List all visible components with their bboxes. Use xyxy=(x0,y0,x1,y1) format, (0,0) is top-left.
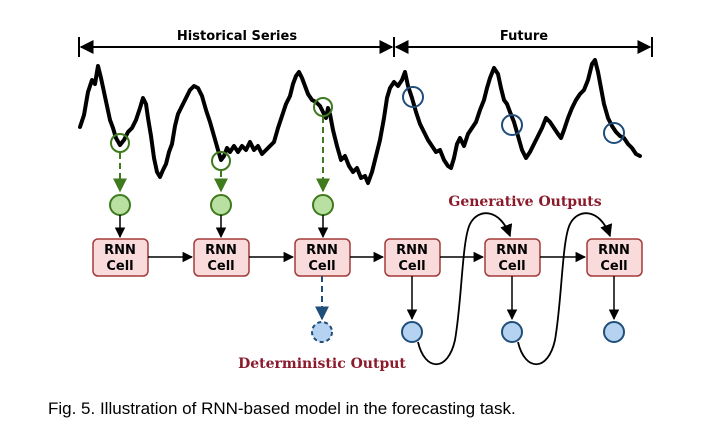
rnn-cell-line2: Cell xyxy=(398,259,425,274)
rnn-cell: RNN Cell xyxy=(384,238,441,277)
rnn-cell-line2: Cell xyxy=(308,259,335,274)
input-node xyxy=(312,194,334,216)
deterministic-output-node xyxy=(311,321,333,343)
rnn-cell: RNN Cell xyxy=(92,238,149,277)
input-nodes xyxy=(109,194,334,216)
history-sample-points xyxy=(110,97,333,171)
rnn-cell: RNN Cell xyxy=(484,238,541,277)
rnn-cell-line1: RNN xyxy=(496,243,528,258)
time-series-curve xyxy=(78,58,642,185)
rnn-cell-line1: RNN xyxy=(598,243,630,258)
rnn-cell: RNN Cell xyxy=(586,238,643,277)
input-node xyxy=(210,194,232,216)
feedback-loops xyxy=(417,212,613,366)
rnn-cell-line1: RNN xyxy=(205,243,237,258)
rnn-cell: RNN Cell xyxy=(193,238,250,277)
rnn-cell: RNN Cell xyxy=(294,238,351,277)
historical-bracket: Historical Series xyxy=(78,25,395,57)
deterministic-output-label: Deterministic Output xyxy=(238,356,406,372)
rnn-cell-line2: Cell xyxy=(600,259,627,274)
rnn-cell-line2: Cell xyxy=(207,259,234,274)
historical-series-label: Historical Series xyxy=(177,29,297,44)
generative-output-node xyxy=(401,321,423,343)
generative-outputs-label: Generative Outputs xyxy=(448,194,601,210)
generative-output-node xyxy=(603,321,625,343)
input-node xyxy=(109,194,131,216)
future-target-points xyxy=(402,86,625,144)
generative-arrows xyxy=(406,276,620,321)
generative-output-nodes xyxy=(401,321,625,343)
rnn-cell-line2: Cell xyxy=(498,259,525,274)
input-to-cell-arrows xyxy=(114,215,329,239)
rnn-cell-line1: RNN xyxy=(306,243,338,258)
rnn-cell-line2: Cell xyxy=(106,259,133,274)
rnn-cell-line1: RNN xyxy=(104,243,136,258)
future-label: Future xyxy=(500,29,548,44)
input-dashed-arrows xyxy=(113,117,330,193)
future-bracket: Future xyxy=(394,25,653,57)
generative-output-node xyxy=(501,321,523,343)
figure-caption: Fig. 5. Illustration of RNN-based model … xyxy=(48,399,516,418)
rnn-cell-line1: RNN xyxy=(396,243,428,258)
